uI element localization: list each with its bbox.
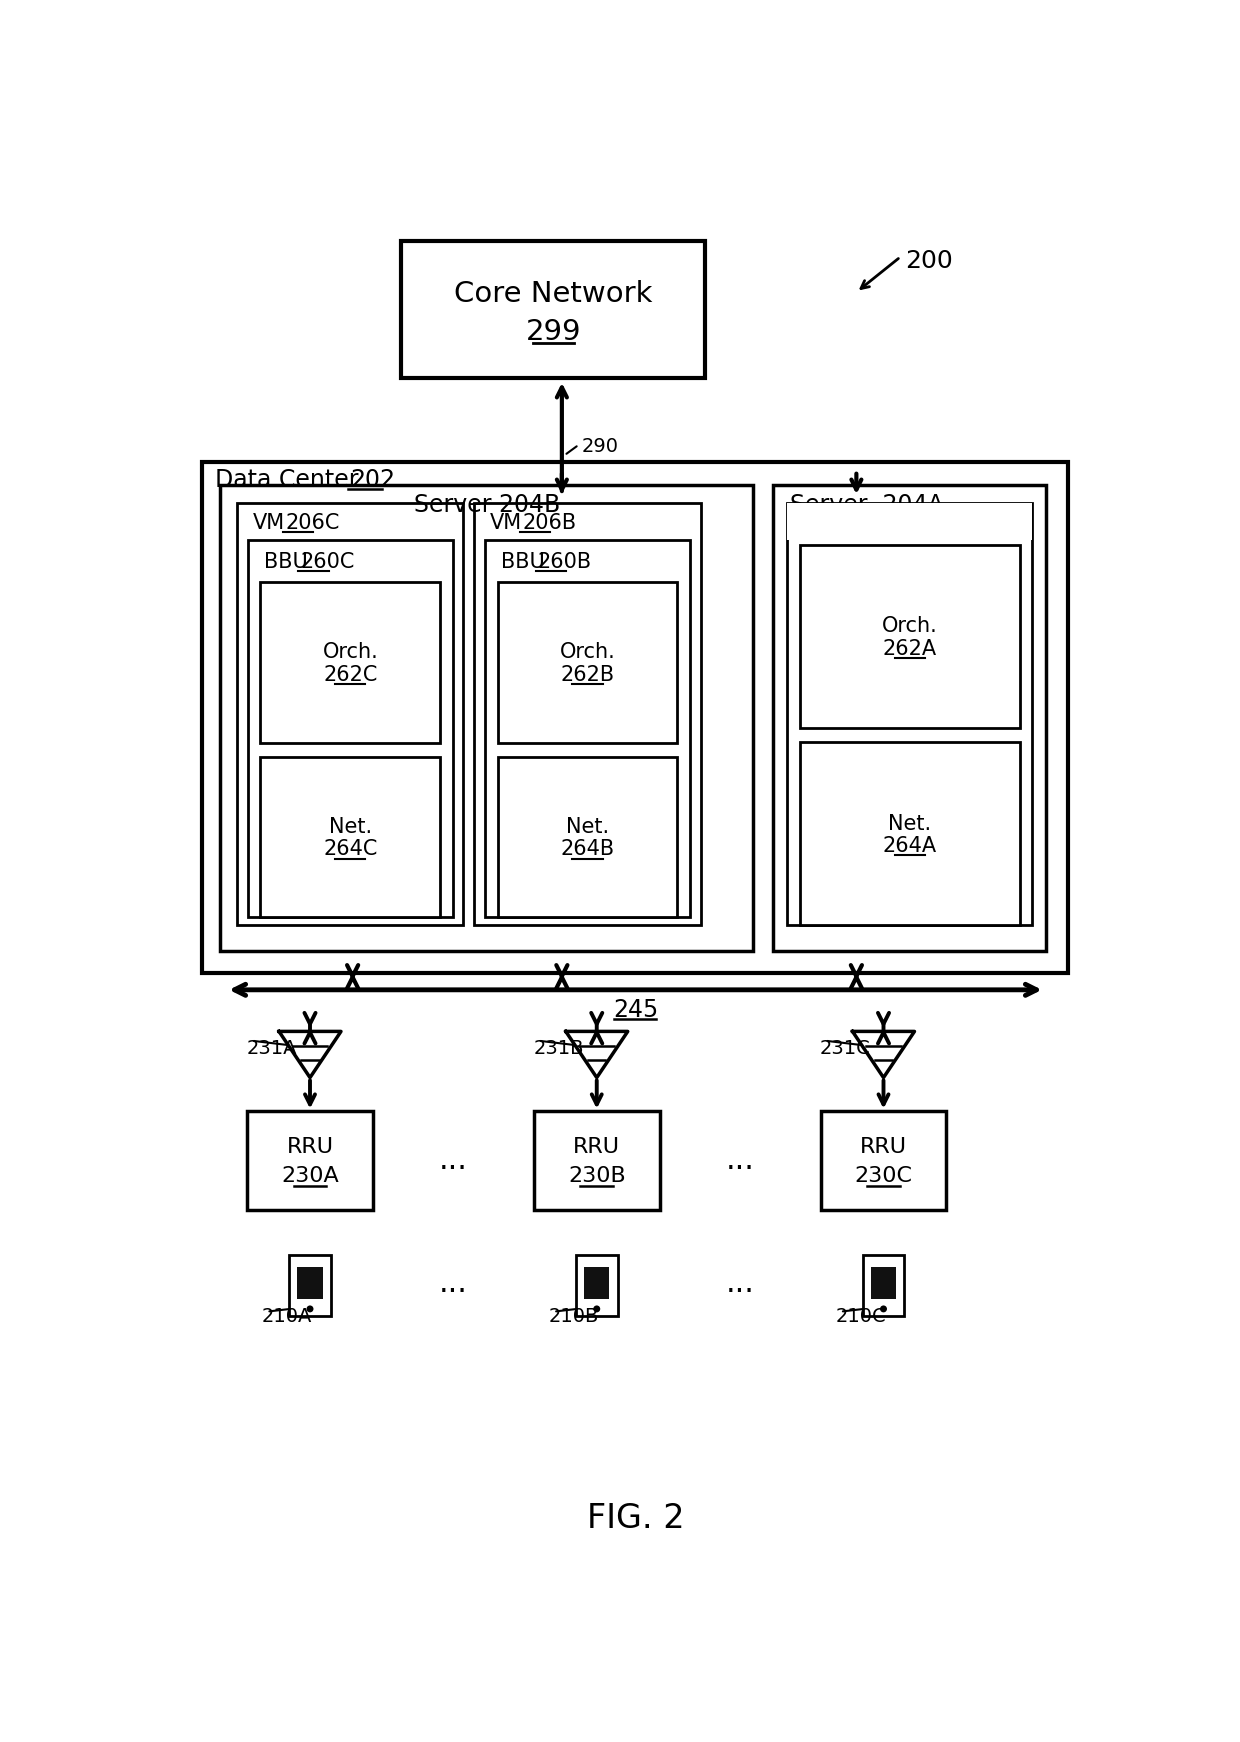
- Text: Net.: Net.: [888, 814, 931, 833]
- Text: BBU: BBU: [501, 552, 544, 571]
- Text: 260C: 260C: [301, 552, 355, 571]
- Text: 260A: 260A: [841, 514, 894, 535]
- Text: ...: ...: [439, 1270, 467, 1298]
- Bar: [800, 545, 1021, 728]
- Text: 262A: 262A: [883, 639, 937, 658]
- Text: 206B: 206B: [522, 514, 577, 533]
- Text: Net.: Net.: [565, 817, 609, 836]
- Bar: [821, 1111, 946, 1211]
- Text: 230C: 230C: [854, 1165, 913, 1186]
- Text: 200: 200: [905, 249, 954, 273]
- Text: BBU: BBU: [804, 514, 847, 535]
- Text: Data Center: Data Center: [216, 469, 358, 491]
- Text: Net.: Net.: [329, 817, 372, 836]
- Text: 210A: 210A: [262, 1306, 312, 1326]
- Text: 264A: 264A: [883, 836, 937, 855]
- Text: FIG. 2: FIG. 2: [587, 1502, 684, 1535]
- Text: 262B: 262B: [560, 664, 615, 685]
- Text: VM: VM: [490, 514, 522, 533]
- Bar: [201, 462, 1068, 972]
- Text: Server  204A: Server 204A: [791, 493, 944, 517]
- Bar: [485, 540, 689, 918]
- Circle shape: [306, 1305, 314, 1312]
- Bar: [497, 582, 677, 742]
- Bar: [298, 1266, 322, 1300]
- Bar: [863, 1254, 904, 1317]
- Text: ...: ...: [439, 1146, 467, 1176]
- Text: 230B: 230B: [568, 1165, 626, 1186]
- Bar: [800, 742, 1021, 925]
- Bar: [289, 1254, 331, 1317]
- Bar: [260, 582, 440, 742]
- Text: 260B: 260B: [538, 552, 591, 571]
- Text: Orch.: Orch.: [322, 643, 378, 662]
- Text: 230A: 230A: [281, 1165, 339, 1186]
- Text: 210C: 210C: [836, 1306, 887, 1326]
- Text: 210B: 210B: [549, 1306, 599, 1326]
- Bar: [584, 1266, 609, 1300]
- Text: Core Network: Core Network: [454, 280, 652, 308]
- Bar: [575, 1254, 618, 1317]
- Circle shape: [593, 1305, 600, 1312]
- Text: BBU: BBU: [804, 514, 847, 535]
- Bar: [221, 484, 754, 951]
- Text: ...: ...: [725, 1146, 755, 1176]
- Text: BBU: BBU: [263, 552, 308, 571]
- Text: 290: 290: [582, 437, 619, 456]
- Bar: [402, 242, 706, 378]
- Bar: [248, 540, 453, 918]
- Text: ...: ...: [725, 1270, 755, 1298]
- Text: RRU: RRU: [573, 1138, 620, 1157]
- Text: 202: 202: [351, 469, 396, 491]
- Bar: [870, 1266, 897, 1300]
- Text: 245: 245: [613, 998, 658, 1023]
- Text: 264B: 264B: [560, 840, 615, 859]
- Text: 206C: 206C: [285, 514, 340, 533]
- Bar: [474, 503, 701, 925]
- Text: 260A: 260A: [841, 514, 894, 535]
- Bar: [497, 756, 677, 918]
- Text: RRU: RRU: [861, 1138, 906, 1157]
- Text: VM: VM: [253, 514, 285, 533]
- Circle shape: [880, 1305, 887, 1312]
- Bar: [787, 503, 1032, 925]
- Bar: [237, 503, 464, 925]
- Bar: [247, 1111, 373, 1211]
- Bar: [774, 484, 1047, 951]
- Bar: [787, 503, 1032, 540]
- Text: Server 204B: Server 204B: [414, 493, 559, 517]
- Text: 262C: 262C: [324, 664, 377, 685]
- Text: Orch.: Orch.: [559, 643, 615, 662]
- Bar: [534, 1111, 660, 1211]
- Text: Orch.: Orch.: [882, 617, 937, 636]
- Text: 264C: 264C: [324, 840, 377, 859]
- Text: 299: 299: [526, 319, 582, 347]
- Text: RRU: RRU: [286, 1138, 334, 1157]
- Bar: [260, 756, 440, 918]
- Text: 231B: 231B: [533, 1038, 584, 1057]
- Text: 231C: 231C: [820, 1038, 870, 1057]
- Text: 231A: 231A: [247, 1038, 296, 1057]
